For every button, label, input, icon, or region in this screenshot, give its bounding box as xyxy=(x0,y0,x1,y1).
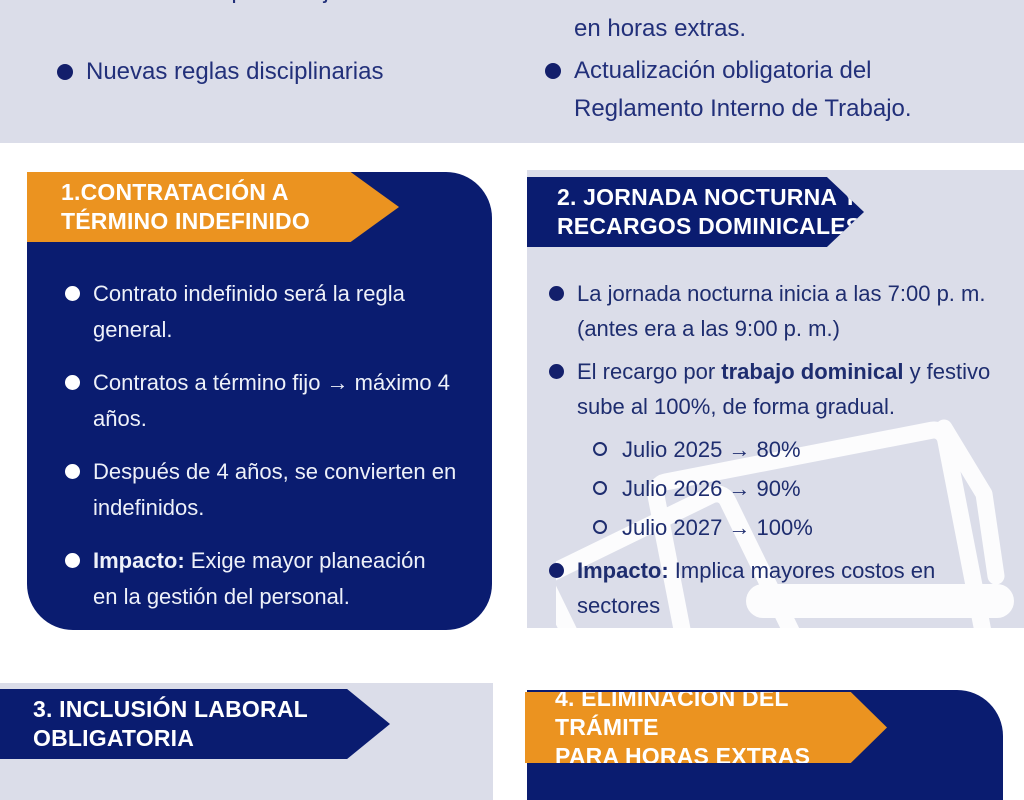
bullet-dot xyxy=(549,286,564,301)
bullet-ring xyxy=(593,520,607,534)
list-item: La jornada nocturna inicia a las 7:00 p.… xyxy=(549,276,1009,346)
bullet-text: Después de 4 años, se convierten en inde… xyxy=(93,459,457,520)
section-4-banner: 4. ELIMINACIÓN DEL TRÁMITE PARA HORAS EX… xyxy=(525,692,887,763)
summary-item-text: Más flexibilidad administrativa en horas… xyxy=(574,0,893,42)
bullet-dot xyxy=(545,63,561,79)
section-1-card: Contrato indefinido será la regla genera… xyxy=(27,172,492,630)
summary-item-text: Contrato de aprendizaje laboral xyxy=(86,0,421,10)
sub-bullet-list: Julio 2025 → 80% Julio 2026 → 90% Julio … xyxy=(549,432,1009,545)
sub-bullet-text: Julio 2026 → 90% xyxy=(622,476,801,501)
summary-item: Actualización obligatoria del Reglamento… xyxy=(545,52,912,128)
section-1-bullet-list: Contrato indefinido será la regla genera… xyxy=(65,276,470,615)
sub-list-item: Julio 2027 → 100% xyxy=(593,510,1009,545)
list-item: Después de 4 años, se convierten en inde… xyxy=(65,454,470,526)
list-item: Impacto: Exige mayor planeación en la ge… xyxy=(65,543,470,615)
list-item: Contratos a término fijo → máximo 4 años… xyxy=(65,365,470,437)
bullet-dot xyxy=(549,563,564,578)
list-item: Impacto: Implica mayores costos en secto… xyxy=(549,553,1009,628)
summary-item-text: Actualización obligatoria del Reglamento… xyxy=(574,57,912,122)
bullet-dot xyxy=(65,553,80,568)
sub-bullet-text: Julio 2027 → 100% xyxy=(622,515,813,540)
summary-item: Nuevas reglas disciplinarias xyxy=(57,53,383,91)
bullet-text: El recargo por trabajo dominical y festi… xyxy=(577,359,991,419)
sub-list-item: Julio 2026 → 90% xyxy=(593,471,1009,506)
sub-list-item: Julio 2025 → 80% xyxy=(593,432,1009,467)
bullet-dot xyxy=(57,64,73,80)
list-item: Contrato indefinido será la regla genera… xyxy=(65,276,470,348)
section-3-banner: 3. INCLUSIÓN LABORAL OBLIGATORIA xyxy=(0,689,390,759)
bullet-dot xyxy=(65,375,80,390)
summary-item: Más flexibilidad administrativa en horas… xyxy=(545,0,893,48)
bullet-dot xyxy=(65,286,80,301)
summary-item: Contrato de aprendizaje laboral xyxy=(57,0,421,10)
section-3-title: 3. INCLUSIÓN LABORAL OBLIGATORIA xyxy=(33,696,308,751)
summary-band: Contrato de aprendizaje laboral Nuevas r… xyxy=(0,0,1024,143)
section-2-title: 2. JORNADA NOCTURNA Y RECARGOS DOMINICAL… xyxy=(557,184,862,239)
section-1-banner: 1.CONTRATACIÓN A TÉRMINO INDEFINIDO xyxy=(27,172,399,242)
section-2-banner: 2. JORNADA NOCTURNA Y RECARGOS DOMINICAL… xyxy=(527,177,864,247)
section-4-title: 4. ELIMINACIÓN DEL TRÁMITE PARA HORAS EX… xyxy=(555,685,811,769)
bullet-text: Contratos a término fijo → máximo 4 años… xyxy=(93,370,451,431)
bullet-text: La jornada nocturna inicia a las 7:00 p.… xyxy=(577,281,986,341)
bullet-text: Impacto: Exige mayor planeación en la ge… xyxy=(93,548,426,609)
bullet-ring xyxy=(593,481,607,495)
sub-bullet-text: Julio 2025 → 80% xyxy=(622,437,801,462)
summary-item-text: Nuevas reglas disciplinarias xyxy=(86,58,384,85)
bullet-text: Impacto: Implica mayores costos en secto… xyxy=(577,558,936,618)
bullet-ring xyxy=(593,442,607,456)
bullet-dot xyxy=(549,364,564,379)
list-item: El recargo por trabajo dominical y festi… xyxy=(549,354,1009,424)
bullet-text: Contrato indefinido será la regla genera… xyxy=(93,281,405,342)
bullet-dot xyxy=(65,464,80,479)
section-2-bullet-list: La jornada nocturna inicia a las 7:00 p.… xyxy=(549,276,1009,628)
section-1-title: 1.CONTRATACIÓN A TÉRMINO INDEFINIDO xyxy=(61,179,310,234)
